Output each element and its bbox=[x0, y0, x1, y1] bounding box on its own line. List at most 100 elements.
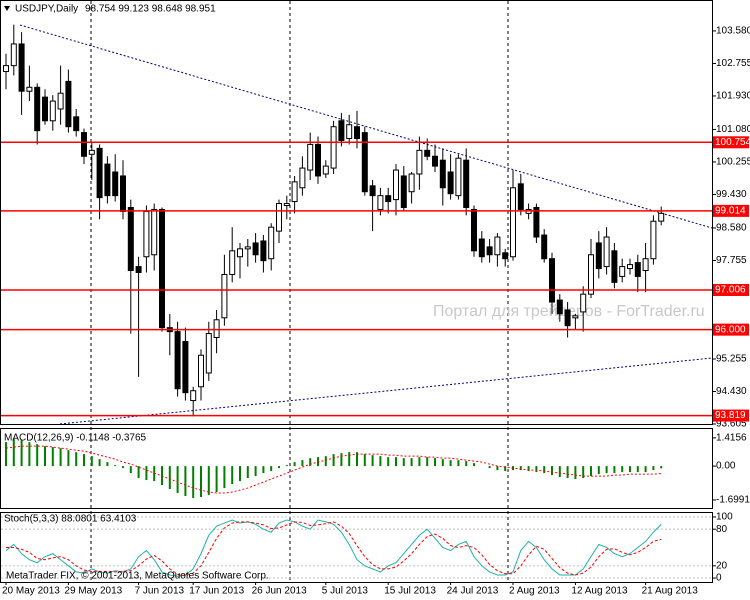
stoch-main bbox=[5, 519, 662, 577]
chart-title: USDJPY,Daily bbox=[15, 4, 78, 15]
marks: 103.580 102.755 101.930 101.080 100.255 99.43… bbox=[1, 24, 750, 597]
candle-body bbox=[18, 43, 25, 92]
candle-body bbox=[556, 299, 563, 315]
candle-body bbox=[471, 208, 477, 252]
candle-body bbox=[252, 242, 259, 256]
menu-icon[interactable] bbox=[4, 6, 10, 11]
price-level-label: 97.006 bbox=[715, 285, 746, 296]
price-level-box bbox=[713, 409, 749, 422]
candle-body bbox=[330, 126, 337, 169]
trendlines bbox=[19, 24, 713, 425]
y-tick-label: 95.255 bbox=[716, 354, 747, 365]
trendline bbox=[19, 24, 713, 229]
candle-body bbox=[354, 126, 360, 140]
candle-body bbox=[642, 258, 649, 272]
candle-body bbox=[369, 185, 376, 197]
candle-body bbox=[564, 309, 571, 327]
candle-body bbox=[65, 80, 72, 128]
candle-body bbox=[283, 203, 290, 207]
y-tick-label: 1.4156 bbox=[716, 433, 747, 444]
x-tick-label: 17 Jun 2013 bbox=[189, 586, 244, 597]
x-tick-label: 2 Aug 2013 bbox=[509, 586, 560, 597]
candle-body bbox=[229, 250, 236, 275]
y-tick-label: 98.580 bbox=[716, 223, 747, 234]
candle-body bbox=[299, 167, 306, 189]
candle-body bbox=[34, 86, 41, 132]
y-tick-label: 0 bbox=[716, 573, 722, 584]
candle-body bbox=[627, 264, 633, 270]
candle-body bbox=[205, 333, 212, 374]
y-tick-label: 20 bbox=[716, 560, 728, 571]
candle-body bbox=[10, 43, 17, 67]
candle-body bbox=[541, 234, 548, 260]
candle-body bbox=[580, 293, 587, 313]
candle-body bbox=[42, 96, 48, 122]
macd-title: MACD(12,26,9) -0.1148 -0.3765 bbox=[4, 433, 147, 444]
candle-body bbox=[572, 315, 579, 319]
candle-body bbox=[432, 155, 438, 167]
candle-body bbox=[151, 208, 158, 256]
y-tick-label: 101.930 bbox=[716, 91, 750, 102]
candle-body bbox=[494, 236, 501, 256]
candle-body bbox=[447, 171, 454, 195]
candle-body bbox=[658, 212, 665, 222]
candle-body bbox=[120, 175, 126, 212]
candle-body bbox=[96, 147, 103, 199]
candle-body bbox=[315, 143, 321, 177]
y-tick-label: 99.430 bbox=[716, 189, 747, 200]
candle-body bbox=[268, 226, 275, 260]
candle-body bbox=[517, 183, 524, 210]
candle-body bbox=[135, 266, 142, 273]
stoch-signal bbox=[6, 521, 662, 577]
price-level-label: 100.754 bbox=[715, 137, 750, 148]
candle-body bbox=[338, 120, 345, 141]
x-tick-label: 26 Jun 2013 bbox=[252, 586, 307, 597]
y-tick-label: 101.080 bbox=[716, 124, 750, 135]
candle-body bbox=[190, 390, 197, 402]
candle-body bbox=[237, 248, 243, 258]
price-level-box bbox=[713, 323, 749, 336]
candle-body bbox=[533, 206, 540, 238]
y-tick-label: 100.255 bbox=[716, 157, 750, 168]
macd-panel bbox=[0, 428, 713, 509]
candle-body bbox=[502, 252, 509, 260]
y-tick-label: 102.755 bbox=[716, 58, 750, 69]
price-level-label: 99.014 bbox=[715, 206, 746, 217]
price-level-label: 96.000 bbox=[715, 324, 746, 335]
candle-body bbox=[393, 169, 399, 201]
y-tick-label: 93.605 bbox=[716, 419, 747, 430]
candle-body bbox=[213, 319, 220, 339]
candle-body bbox=[377, 195, 384, 210]
candle-body bbox=[424, 149, 431, 157]
candle-body bbox=[260, 240, 267, 262]
candle-body bbox=[455, 157, 462, 197]
candle-body bbox=[104, 163, 111, 197]
price-level-box bbox=[713, 204, 749, 217]
candle-body bbox=[26, 86, 33, 92]
y-tick-label: 94.430 bbox=[716, 386, 747, 397]
candle-body bbox=[49, 100, 56, 122]
candle-body bbox=[3, 65, 9, 73]
y-tick-label: -1.6991 bbox=[716, 495, 750, 506]
candle-body bbox=[385, 195, 392, 203]
candle-body bbox=[244, 246, 251, 250]
candle-body bbox=[400, 175, 407, 208]
x-tick-label: 12 Aug 2013 bbox=[571, 586, 628, 597]
candle-body bbox=[588, 254, 594, 295]
price-level-box bbox=[713, 283, 749, 296]
y-tick-label: 100 bbox=[716, 512, 733, 523]
candle-body bbox=[81, 132, 87, 157]
candle-body bbox=[198, 354, 204, 388]
x-tick-label: 15 Jul 2013 bbox=[384, 586, 436, 597]
candle-body bbox=[416, 149, 423, 175]
candle-body bbox=[634, 262, 641, 277]
x-tick-label: 7 Jun 2013 bbox=[135, 586, 185, 597]
trendline bbox=[59, 357, 713, 425]
y-tick-label: 0.00 bbox=[716, 461, 736, 472]
x-tick-label: 29 May 2013 bbox=[64, 586, 122, 597]
candle-body bbox=[221, 273, 228, 319]
candle-body bbox=[408, 173, 415, 193]
candle-body bbox=[127, 206, 134, 272]
candle-body bbox=[439, 159, 446, 189]
